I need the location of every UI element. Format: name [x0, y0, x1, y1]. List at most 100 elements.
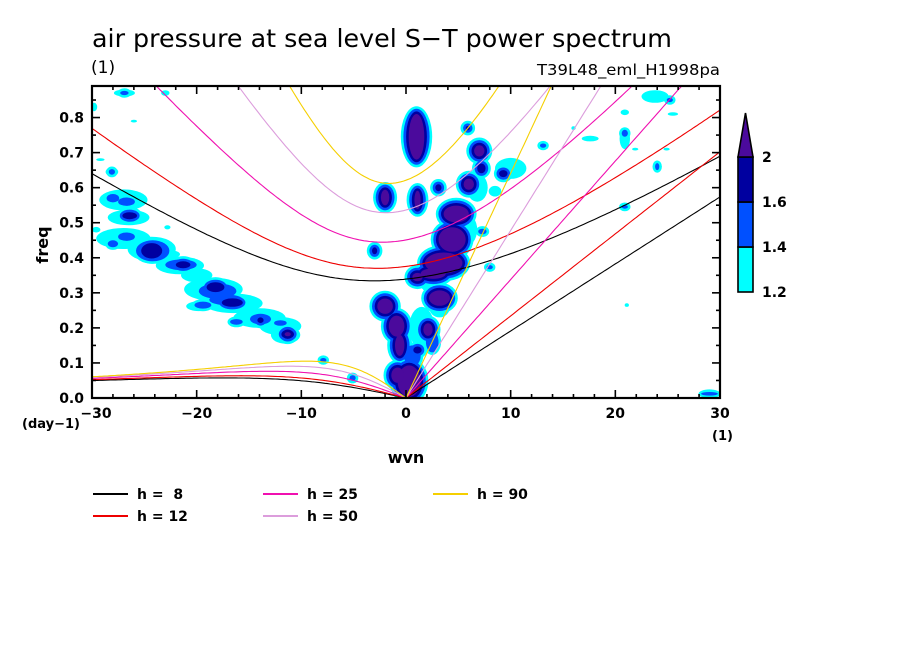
contour-region-level-1.2 [130, 119, 137, 123]
kelvin-curve-h50 [405, 86, 602, 398]
x-tick-label: 30 [710, 406, 730, 422]
inertia-gravity-curve-h25 [155, 86, 633, 243]
contour-region-level-1.4 [107, 240, 119, 248]
y-tick-label: 0.3 [59, 286, 84, 302]
contour-region-level-1.2 [667, 112, 679, 116]
inertia-gravity-curve-h8 [92, 155, 720, 282]
y-tick-label: 0.4 [59, 251, 84, 267]
y-tick-label: 0.5 [59, 216, 84, 232]
contour-region-level-1.4 [274, 320, 287, 326]
colorbar-segment-1.4 [737, 201, 754, 248]
contour-region-level-1.2 [161, 90, 170, 96]
contour-region-level-1.2 [624, 303, 629, 307]
contour-region-level-1.4 [540, 143, 547, 148]
contour-region-level-1.4 [621, 129, 628, 137]
x-tick-label: −20 [181, 406, 212, 422]
kelvin-curve-h90 [405, 86, 552, 398]
contour-region-level-1.4 [118, 197, 135, 206]
plot-frame [90, 84, 722, 400]
contour-region-level-2 [424, 252, 463, 274]
contour-region-level-1.2 [488, 185, 502, 197]
experiment-label: T39L48_eml_H1998pa [536, 61, 720, 80]
legend-label: h = 90 [477, 487, 528, 503]
legend-item: h = 90 [433, 487, 528, 503]
rossby-curve-h8 [92, 377, 407, 398]
contour-region-level-1.4 [230, 319, 243, 325]
kelvin-curve-h8 [405, 196, 720, 398]
legend-item: h = 12 [93, 509, 188, 525]
contour-region-level-1.4 [194, 301, 212, 309]
contour-region-level-2 [429, 290, 450, 306]
contour-region-level-1.6 [257, 317, 264, 324]
legend: h = 8 h = 12 h = 25 h = 50 h = 90 [93, 487, 528, 525]
y-tick-label: 0.6 [59, 181, 84, 197]
x-tick-label: 20 [606, 406, 626, 422]
contour-region-level-1.6 [477, 163, 486, 174]
x-axis-label: wvn [388, 448, 425, 467]
field-units-label: (1) [91, 58, 115, 78]
x-tick-label: −30 [80, 406, 111, 422]
contour-region-level-2 [474, 145, 485, 157]
contour-region-level-1.2 [581, 135, 599, 142]
contour-region-level-1.2 [96, 158, 105, 162]
contour-region-level-1.4 [655, 163, 660, 171]
rossby-curve-h12 [92, 375, 407, 398]
y-unit-label: (day−1) [22, 417, 80, 432]
y-tick-labels: 0.0 0.1 0.2 0.3 0.4 0.5 0.6 0.7 0.8 [59, 111, 84, 407]
contour-region-level-1.6 [206, 282, 225, 293]
y-tick-label: 0.8 [59, 111, 84, 127]
x-tick-labels: −30 −20 −10 0 10 20 30 [80, 406, 730, 422]
colorbar-extend-triangle [737, 112, 754, 158]
contour-region-level-1.6 [175, 261, 191, 269]
contour-region-level-1.2 [632, 147, 639, 151]
contour-region-level-1.4 [118, 232, 135, 241]
colorbar-label: 2 [762, 150, 772, 166]
contour-region-level-2 [380, 189, 390, 206]
rossby-curve-h25 [92, 370, 407, 398]
contour-level-group-4 [284, 114, 485, 398]
contour-region-level-1.4 [108, 169, 115, 175]
contour-region-level-1.4 [120, 90, 129, 96]
contour-region-level-1.2 [641, 90, 669, 103]
contour-region-level-1.2 [620, 109, 629, 116]
contour-region-level-2 [284, 332, 291, 337]
contour-region-level-1.4 [106, 194, 120, 203]
y-axis-label: freq [33, 226, 52, 263]
y-tick-label: 0.1 [59, 356, 84, 372]
axis-ticks [92, 86, 720, 398]
colorbar-segment-1.6 [737, 156, 754, 203]
y-tick-label: 0.7 [59, 146, 84, 162]
inertia-gravity-curve-h12 [92, 109, 720, 269]
legend-label: h = 50 [307, 509, 358, 525]
colorbar: 1.2 1.4 1.6 2 [737, 112, 787, 301]
colorbar-label: 1.4 [762, 240, 787, 256]
plot-area [90, 84, 722, 400]
y-tick-label: 0.2 [59, 321, 84, 337]
y-tick-label: 0.0 [59, 391, 84, 407]
legend-label: h = 12 [137, 509, 188, 525]
chart-title: air pressure at sea level S−T power spec… [92, 24, 672, 53]
contour-region-level-1.2 [164, 225, 171, 230]
contour-region-level-2 [414, 190, 421, 209]
x-unit-label: (1) [712, 429, 733, 444]
kelvin-curve-h12 [405, 151, 720, 398]
inertia-gravity-curve-h50 [237, 86, 551, 214]
contour-region-level-1.2 [92, 102, 98, 112]
contour-region-level-1.2 [92, 226, 101, 233]
rossby-curve-h50 [92, 365, 407, 398]
legend-item: h = 50 [263, 509, 358, 525]
power-contours [92, 88, 720, 398]
contour-region-level-2 [438, 227, 466, 252]
legend-item: h = 8 [93, 487, 183, 503]
contour-region-level-1.2 [663, 147, 670, 151]
x-tick-label: 10 [501, 406, 521, 422]
contour-region-level-1.4 [701, 392, 718, 396]
contour-region-level-1.6 [413, 346, 422, 354]
contour-region-level-1.4 [320, 358, 327, 363]
contour-region-level-1.6 [221, 298, 243, 307]
contour-region-level-1.6 [122, 212, 137, 220]
rossby-curve-h90 [92, 360, 407, 398]
x-tick-label: −10 [286, 406, 317, 422]
contour-region-level-1.6 [499, 170, 508, 178]
